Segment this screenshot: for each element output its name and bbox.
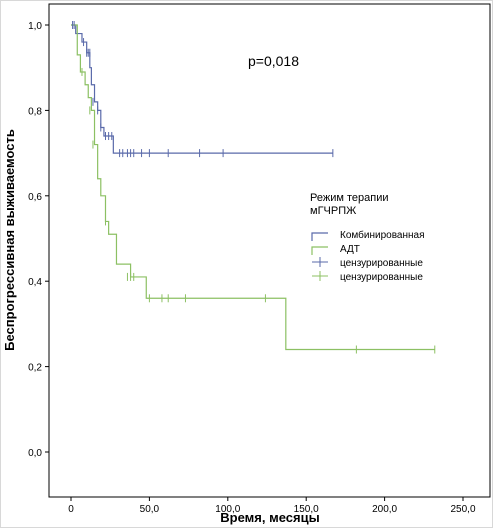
- censor-marks: [72, 21, 436, 354]
- y-tick-label: 1,0: [28, 21, 42, 32]
- legend: Режим терапии мГЧРПЖ Комбинированная АДТ…: [310, 192, 424, 283]
- survival-curves: [71, 24, 435, 351]
- legend-censor-combined-icon: [312, 257, 328, 267]
- legend-label-adt: АДТ: [340, 244, 360, 255]
- y-axis-title: Беспрогрессивная выживаемость: [2, 129, 17, 351]
- y-tick-label: 0,4: [28, 277, 42, 288]
- legend-swatch-adt: [311, 246, 328, 255]
- legend-swatch-combined: [311, 232, 328, 241]
- legend-title-line-2: мГЧРПЖ: [310, 205, 356, 217]
- legend-label-censored-adt: цензурированные: [340, 272, 423, 283]
- p-value-annotation: p=0,018: [248, 53, 299, 69]
- y-tick-label: 0,6: [28, 192, 42, 203]
- x-tick-label: 0: [68, 504, 74, 515]
- y-tick-label: 0,2: [28, 363, 42, 374]
- plot-frame: [48, 3, 491, 498]
- km-curve-combined: [71, 24, 333, 154]
- y-tick-label: 0,8: [28, 106, 42, 117]
- x-tick-label: 100,0: [215, 504, 240, 515]
- x-tick-label: 150,0: [294, 504, 319, 515]
- y-tick-label: 0,0: [28, 448, 42, 459]
- legend-title-line-1: Режим терапии: [310, 192, 388, 204]
- legend-label-censored-combined: цензурированные: [340, 258, 423, 269]
- x-tick-label: 50,0: [140, 504, 160, 515]
- axis-ticks: 0 50,0 100,0 150,0 200,0 250,0 0,0 0,2 0,4 0,6 0,8…: [28, 21, 476, 515]
- km-curve-adt: [71, 24, 435, 351]
- x-axis-title: Время, месяцы: [220, 510, 319, 525]
- x-tick-label: 200,0: [372, 504, 397, 515]
- x-tick-label: 250,0: [450, 504, 475, 515]
- legend-label-combined: Комбинированная: [340, 229, 424, 241]
- legend-censor-adt-icon: [312, 271, 328, 281]
